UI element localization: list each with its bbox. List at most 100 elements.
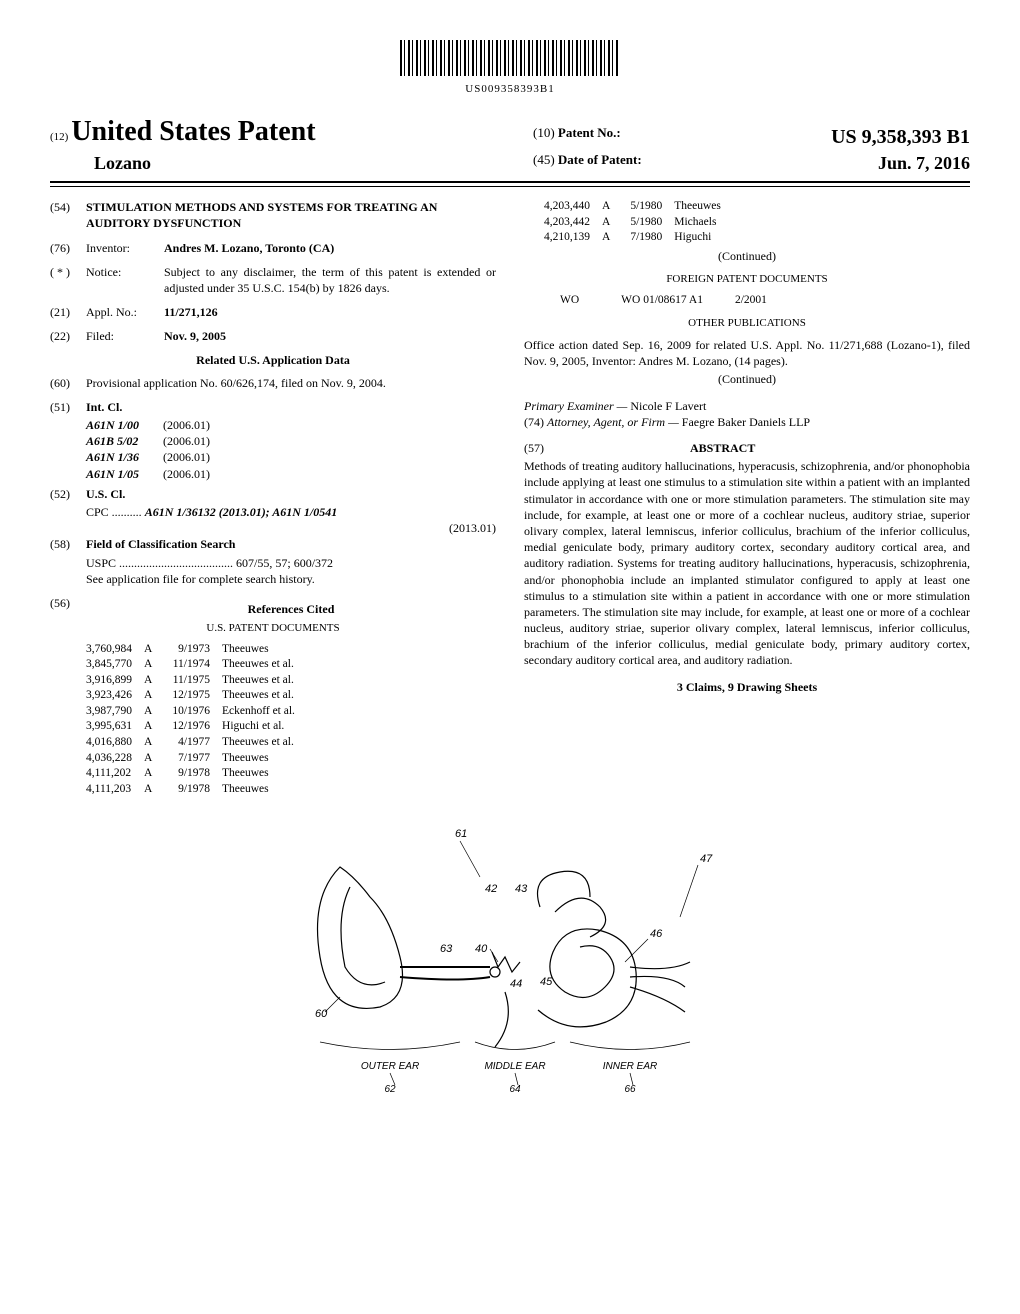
ref-date: 7/1977: [164, 751, 222, 767]
intcl-row: (51) Int. Cl.: [50, 399, 496, 415]
semicircular-2: [555, 898, 606, 937]
field-num-22: (22): [50, 328, 86, 344]
ossicles: [492, 952, 520, 972]
ref-kind: A: [144, 735, 164, 751]
auditory-nerve: [630, 962, 690, 1012]
us-patent-docs-label: U.S. PATENT DOCUMENTS: [50, 621, 496, 636]
table-row: 4,111,202A9/1978Theeuwes: [86, 766, 307, 782]
pinna-inner: [341, 887, 385, 985]
ref-name: Michaels: [674, 215, 733, 231]
attorney-value: Faegre Baker Daniels LLP: [682, 415, 810, 429]
ref-name: Higuchi et al.: [222, 719, 307, 735]
intcl-ver: (2006.01): [163, 433, 234, 449]
table-row: A61N 1/00(2006.01): [86, 417, 234, 433]
continued-2: (Continued): [524, 371, 970, 387]
region-labels: OUTER EAR MIDDLE EAR INNER EAR 62 64 66: [361, 1061, 657, 1095]
semicircular-1: [538, 871, 591, 907]
inventor-value: Andres M. Lozano, Toronto (CA): [164, 240, 496, 256]
table-row: 3,995,631A12/1976Higuchi et al.: [86, 719, 307, 735]
ref-name: Theeuwes et al.: [222, 657, 307, 673]
abstract-header: (57) ABSTRACT: [524, 440, 970, 456]
table-row: 3,760,984A9/1973Theeuwes: [86, 642, 307, 658]
focs-row: (58) Field of Classification Search: [50, 536, 496, 552]
foreign-no: WO 01/08617 A1: [591, 293, 715, 309]
ref-kind: A: [144, 688, 164, 704]
ref-no: 3,987,790: [86, 704, 144, 720]
ref-kind: A: [144, 751, 164, 767]
ref-kind: A: [144, 673, 164, 689]
ref-kind: A: [144, 704, 164, 720]
ref-name: Theeuwes: [222, 751, 307, 767]
ref-no: 3,995,631: [86, 719, 144, 735]
ref-no: 4,203,440: [544, 199, 602, 215]
intcl-code: A61B 5/02: [86, 433, 163, 449]
ref-name: Theeuwes: [222, 782, 307, 798]
patent-no-label: Patent No.:: [558, 125, 621, 140]
examiner-label: Primary Examiner —: [524, 399, 627, 413]
ref-no: 4,111,203: [86, 782, 144, 798]
field-num-51: (51): [50, 399, 86, 415]
ref-name: Theeuwes: [222, 642, 307, 658]
right-column: 4,203,440A5/1980Theeuwes4,203,442A5/1980…: [524, 199, 970, 797]
ref-kind: A: [144, 642, 164, 658]
ref-kind: A: [144, 782, 164, 798]
callout-46: 46: [650, 928, 663, 940]
table-row: 3,916,899A11/1975Theeuwes et al.: [86, 673, 307, 689]
field-num-58: (58): [50, 536, 86, 552]
ref-no: 4,111,202: [86, 766, 144, 782]
patent-no-value: US 9,358,393 B1: [831, 124, 970, 151]
ref-kind: A: [144, 657, 164, 673]
uspc-value: 607/55, 57; 600/372: [236, 556, 333, 570]
figure-area: 61 47 42 43 63 40 44 45 46 60 OUTER EAR …: [50, 817, 970, 1101]
ref-date: 7/1980: [622, 230, 674, 246]
num-62: 62: [384, 1084, 396, 1095]
field-num-notice: ( * ): [50, 264, 86, 296]
callout-45: 45: [540, 976, 553, 988]
focs-note: See application file for complete search…: [86, 571, 496, 587]
callout-42: 42: [485, 883, 497, 895]
table-row: 4,203,442A5/1980Michaels: [544, 215, 733, 231]
cpc-prefix: CPC ..........: [86, 505, 142, 519]
ref-no: 3,916,899: [86, 673, 144, 689]
eustachian: [495, 992, 508, 1047]
table-row: A61N 1/36(2006.01): [86, 449, 234, 465]
ref-date: 9/1973: [164, 642, 222, 658]
heading-prefix-num: (12): [50, 131, 68, 143]
notice-label: Notice:: [86, 264, 164, 296]
foreign-date: 2/2001: [715, 293, 779, 309]
ear-canal-lower: [400, 977, 490, 980]
ref-name: Theeuwes et al.: [222, 688, 307, 704]
ref-kind: A: [144, 719, 164, 735]
ref-date: 9/1978: [164, 766, 222, 782]
abstract-text: Methods of treating auditory hallucinati…: [524, 458, 970, 668]
heading-row: (12) United States Patent Lozano (10) Pa…: [50, 113, 970, 183]
provisional-text: Provisional application No. 60/626,174, …: [86, 375, 496, 391]
ref-date: 5/1980: [622, 215, 674, 231]
ref-date: 11/1974: [164, 657, 222, 673]
eardrum-icon: [490, 967, 500, 977]
intcl-code: A61N 1/05: [86, 466, 163, 482]
date-prefix: (45): [533, 152, 555, 167]
table-row: 4,203,440A5/1980Theeuwes: [544, 199, 733, 215]
ref-no: 4,016,880: [86, 735, 144, 751]
cpc-tail: (2013.01): [86, 520, 496, 536]
us-refs-table-left: 3,760,984A9/1973Theeuwes3,845,770A11/197…: [86, 642, 307, 797]
field-num-60: (60): [50, 375, 86, 391]
field-num-56: (56): [50, 595, 86, 621]
ref-kind: A: [602, 199, 622, 215]
pinna-outline: [318, 867, 403, 1008]
ref-name: Higuchi: [674, 230, 733, 246]
claims-line: 3 Claims, 9 Drawing Sheets: [524, 679, 970, 695]
callout-43: 43: [515, 883, 528, 895]
foreign-heading: FOREIGN PATENT DOCUMENTS: [524, 272, 970, 287]
table-row: 3,923,426A12/1975Theeuwes et al.: [86, 688, 307, 704]
intcl-table: A61N 1/00(2006.01)A61B 5/02(2006.01)A61N…: [86, 417, 234, 482]
table-row: 4,036,228A7/1977Theeuwes: [86, 751, 307, 767]
abstract-num: (57): [524, 441, 544, 455]
attorney-line: (74) Attorney, Agent, or Firm — Faegre B…: [524, 414, 970, 430]
date-label: Date of Patent:: [558, 152, 642, 167]
appl-value: 11/271,126: [164, 304, 496, 320]
ref-kind: A: [144, 766, 164, 782]
attorney-num: (74): [524, 415, 544, 429]
us-refs-table-right-top: 4,203,440A5/1980Theeuwes4,203,442A5/1980…: [544, 199, 733, 246]
